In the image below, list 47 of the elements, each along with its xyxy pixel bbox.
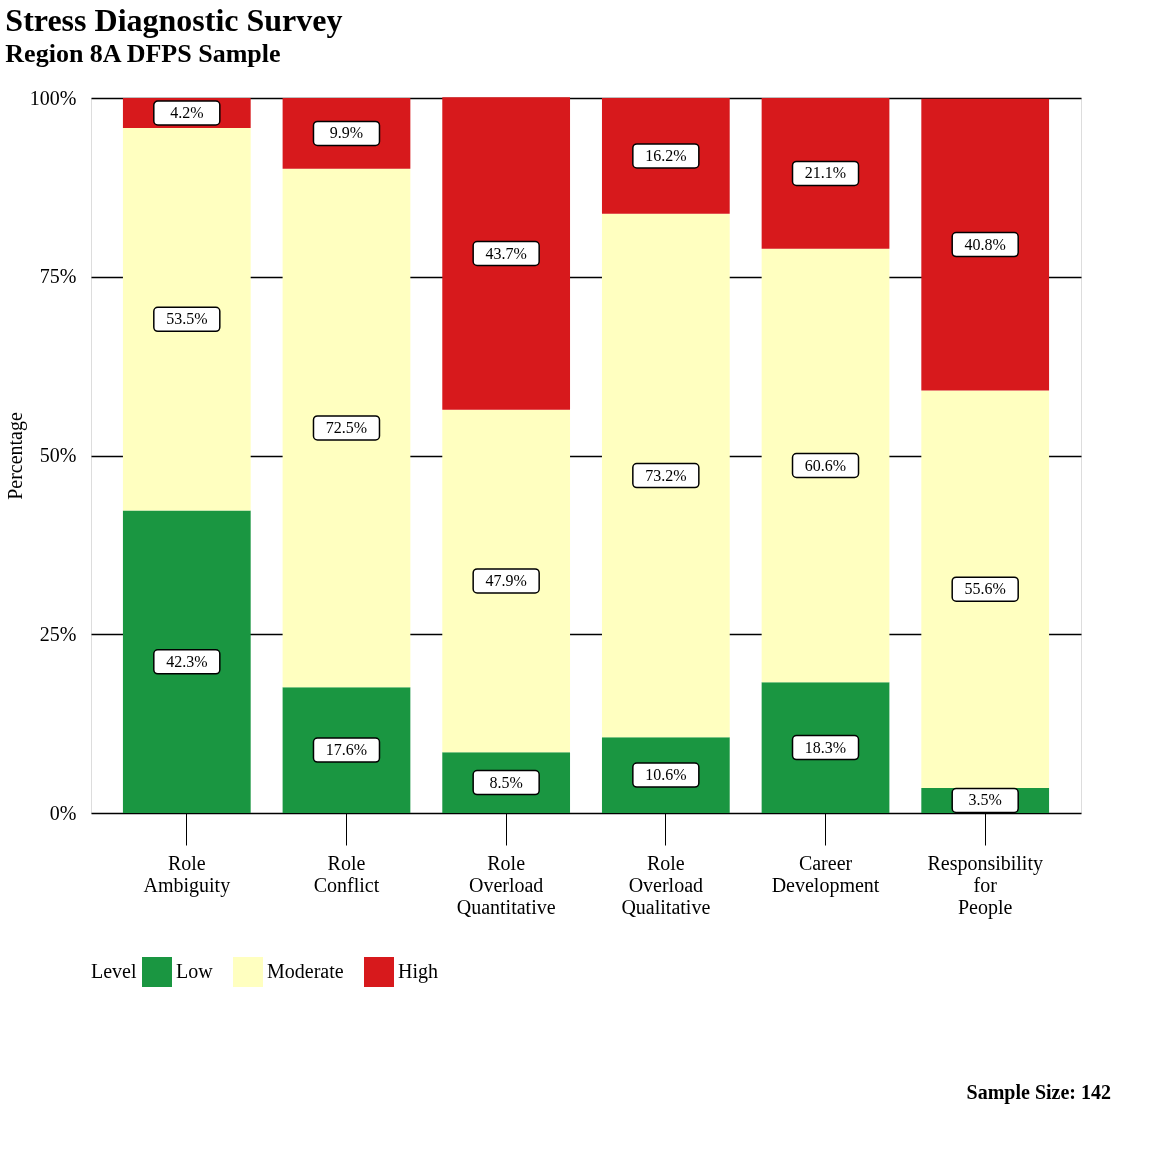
x-tick-label: Responsibility for People — [927, 851, 1043, 919]
data-label: 4.2% — [170, 104, 204, 122]
y-tick-label: 100% — [29, 86, 77, 109]
x-tick-label: Role Overload Qualitative — [621, 851, 711, 918]
data-label: 9.9% — [329, 124, 364, 142]
y-axis-title: Percentage — [3, 412, 27, 500]
data-label: 18.3% — [804, 738, 847, 756]
data-label: 60.6% — [804, 456, 847, 474]
y-tick-label: 25% — [39, 622, 77, 645]
y-tick-label: 0% — [49, 801, 77, 824]
data-label: 40.8% — [964, 235, 1006, 253]
legend-title: Level — [91, 960, 137, 982]
chart-title: Stress Diagnostic Survey — [5, 2, 343, 38]
x-tick-label: Role Conflict — [313, 851, 380, 896]
bar — [122, 510, 251, 813]
data-label: 72.5% — [325, 418, 368, 436]
data-label: 8.5% — [489, 773, 523, 791]
data-label: 43.7% — [485, 244, 527, 262]
data-label: 17.6% — [325, 741, 368, 759]
data-label: 42.3% — [166, 652, 208, 670]
legend-label: Low — [176, 960, 214, 982]
bar — [761, 98, 890, 249]
data-label: 10.6% — [645, 766, 687, 784]
data-label: 47.9% — [485, 571, 527, 589]
legend-label: High — [398, 960, 438, 983]
bar — [282, 687, 411, 813]
bar — [761, 248, 890, 683]
data-label: 53.5% — [166, 310, 208, 328]
chart-subtitle: Region 8A DFPS Sample — [5, 39, 281, 68]
x-tick-label: Role Overload Quantitative — [456, 851, 556, 918]
x-tick-label: Role Ambiguity — [143, 851, 231, 897]
y-tick-label: 75% — [39, 265, 77, 288]
bar — [282, 168, 411, 688]
data-label: 21.1% — [804, 164, 847, 182]
data-label: 73.2% — [645, 466, 687, 484]
bar — [442, 409, 571, 753]
data-label: 16.2% — [645, 146, 687, 164]
text: Sample Size: 142 — [966, 1081, 1111, 1104]
bar — [921, 98, 1050, 391]
bar — [442, 97, 571, 410]
bar — [601, 213, 730, 738]
x-tick-label: Career Development — [771, 851, 880, 897]
y-tick-label: 50% — [39, 444, 77, 466]
data-label: 3.5% — [968, 791, 1002, 809]
legend-label: Moderate — [267, 960, 344, 982]
bar — [761, 682, 890, 813]
data-label: 55.6% — [964, 580, 1006, 598]
